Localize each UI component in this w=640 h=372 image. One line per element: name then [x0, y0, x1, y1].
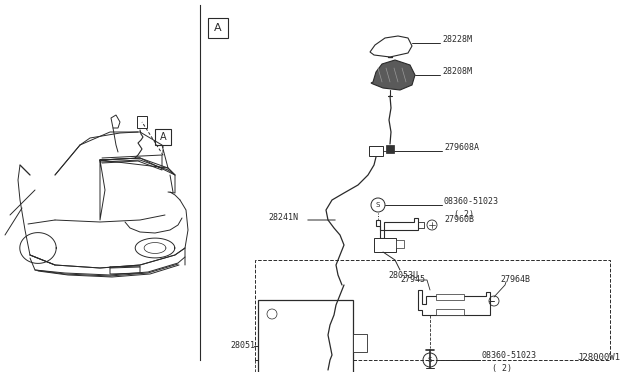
Text: 08360-51023: 08360-51023 [482, 352, 537, 360]
FancyBboxPatch shape [353, 334, 367, 352]
FancyBboxPatch shape [258, 300, 353, 372]
Text: 08360-51023: 08360-51023 [444, 198, 499, 206]
FancyBboxPatch shape [436, 294, 464, 300]
Text: 279608A: 279608A [444, 144, 479, 153]
Text: S: S [428, 357, 432, 363]
FancyBboxPatch shape [396, 240, 404, 248]
FancyBboxPatch shape [436, 309, 464, 315]
Text: A: A [160, 132, 166, 142]
Text: 27960B: 27960B [444, 215, 474, 224]
Text: S: S [376, 202, 380, 208]
FancyBboxPatch shape [208, 18, 228, 38]
FancyBboxPatch shape [137, 116, 147, 128]
Text: A: A [214, 23, 222, 33]
FancyBboxPatch shape [386, 145, 394, 153]
Text: 27964B: 27964B [500, 276, 530, 285]
Text: 28241N: 28241N [268, 212, 298, 221]
Text: ( 2): ( 2) [492, 363, 512, 372]
Text: 28228M: 28228M [442, 35, 472, 45]
Text: ( 2): ( 2) [454, 209, 474, 218]
Text: 27945: 27945 [400, 276, 425, 285]
Text: 28053U: 28053U [388, 270, 418, 279]
Text: J28000W1: J28000W1 [577, 353, 620, 362]
Polygon shape [371, 60, 415, 90]
FancyBboxPatch shape [369, 146, 383, 156]
Text: 28051: 28051 [230, 341, 255, 350]
Text: 28208M: 28208M [442, 67, 472, 77]
FancyBboxPatch shape [155, 129, 171, 145]
FancyBboxPatch shape [374, 238, 396, 252]
